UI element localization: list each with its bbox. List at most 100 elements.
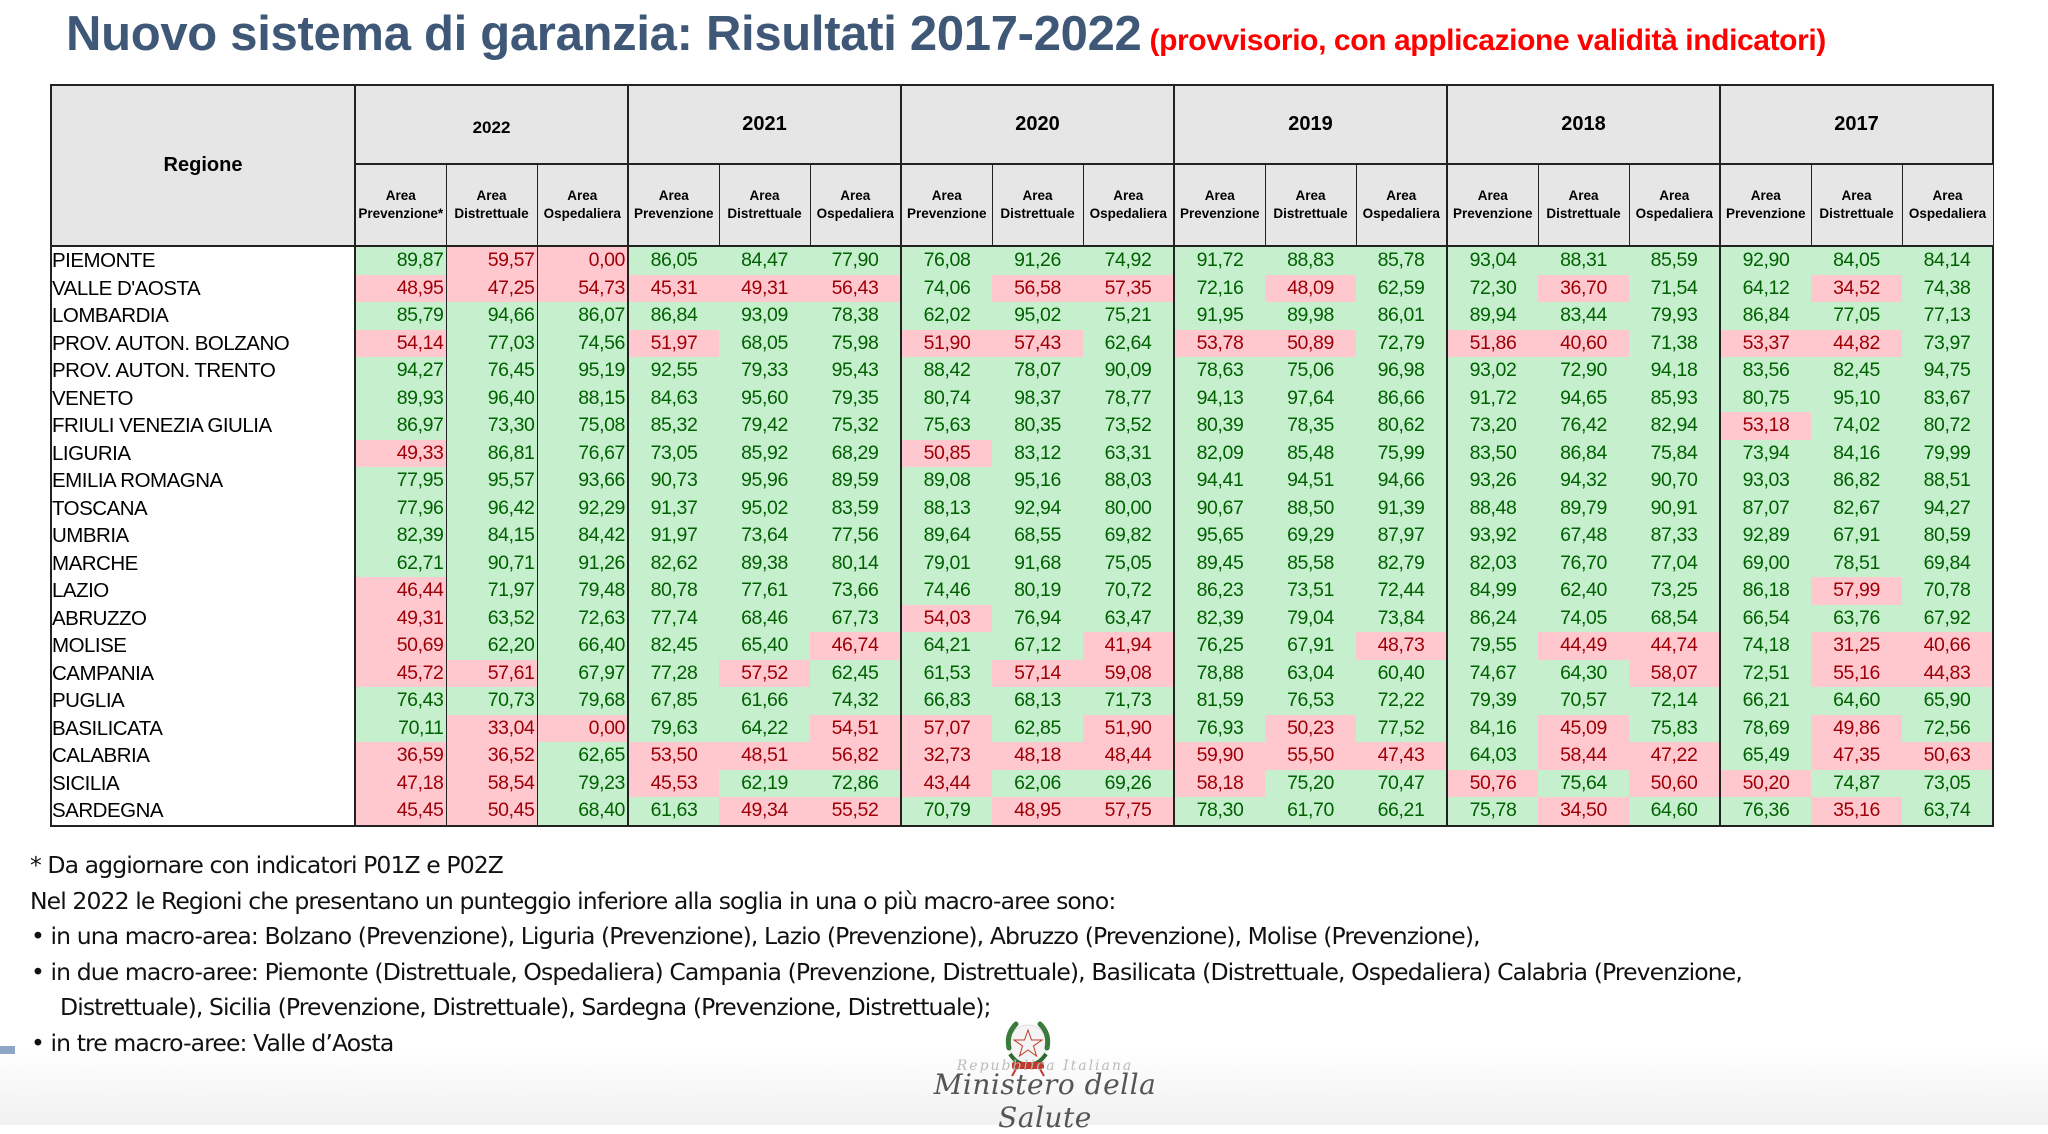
score-cell-below-threshold: 48,18 [992,742,1083,770]
score-cell: 88,48 [1446,494,1538,522]
score-cell: 86,81 [446,439,538,467]
score-cell: 86,05 [627,246,719,275]
score-cell: 75,78 [1446,797,1538,827]
score-cell: 76,36 [1719,797,1811,827]
score-cell-below-threshold: 0,00 [537,714,629,742]
score-cell: 94,32 [1538,467,1629,495]
score-cell: 86,84 [1538,439,1629,467]
score-cell-below-threshold: 56,82 [810,742,901,770]
score-cell-below-threshold: 49,31 [354,604,447,632]
score-cell-below-threshold: 48,51 [719,742,810,770]
score-cell: 86,07 [537,302,629,330]
score-cell: 78,88 [1173,659,1265,687]
score-cell: 93,92 [1446,522,1538,550]
score-cell: 80,14 [810,549,901,577]
score-cell-below-threshold: 50,45 [446,797,538,827]
score-cell-below-threshold: 47,18 [354,769,447,797]
bullet-glyph: • [31,922,45,950]
score-cell: 92,90 [1719,246,1811,275]
score-cell-below-threshold: 48,44 [1083,742,1174,770]
score-cell: 61,53 [900,659,992,687]
region-name: LAZIO [50,577,356,605]
score-cell-below-threshold: 48,09 [1265,274,1356,302]
table-row: VALLE D'AOSTA 48,95 47,25 54,73 45,31 49,31 56… [50,274,1994,302]
score-cell: 94,18 [1629,357,1720,385]
score-cell: 80,00 [1083,494,1174,522]
slide-title: Nuovo sistema di garanzia: Risultati 201… [66,6,1826,62]
area-header-2020-0: Area Prevenzione [900,163,993,247]
header-row-areas: Area Prevenzione* Area Distrettuale Area Ospe… [51,163,1994,247]
score-cell: 95,60 [719,384,810,412]
score-cell: 75,99 [1356,439,1447,467]
score-cell: 74,38 [1902,274,1994,302]
score-cell: 74,02 [1811,412,1902,440]
score-cell: 80,78 [627,577,719,605]
table-row: SICILIA 47,18 58,54 79,23 45,53 62,19 72,86 43,… [50,769,1994,797]
score-cell: 69,84 [1902,549,1994,577]
score-cell-below-threshold: 51,97 [627,329,719,357]
score-cell: 76,93 [1173,714,1265,742]
table-row: UMBRIA 82,39 84,15 84,42 91,97 73,64 77,56 89,6… [50,522,1994,550]
score-cell: 79,42 [719,412,810,440]
score-cell: 82,39 [1173,604,1265,632]
score-cell: 79,39 [1446,687,1538,715]
score-cell: 78,35 [1265,412,1356,440]
score-cell: 64,21 [900,632,992,660]
score-cell: 72,90 [1538,357,1629,385]
score-cell: 74,92 [1083,246,1174,275]
score-cell: 80,39 [1173,412,1265,440]
score-cell-below-threshold: 36,70 [1538,274,1629,302]
score-cell-below-threshold: 57,61 [446,659,538,687]
score-cell-below-threshold: 32,73 [900,742,992,770]
score-cell: 66,83 [900,687,992,715]
score-cell-below-threshold: 57,52 [719,659,810,687]
year-header-2019: 2019 [1173,84,1448,165]
bullet-two-areas-continuation: Distrettuale), Sicilia (Prevenzione, Dis… [60,993,991,1021]
score-cell: 77,28 [627,659,719,687]
bullet-one-area: • in una macro-area: Bolzano (Prevenzion… [30,919,2020,955]
score-cell-below-threshold: 53,18 [1719,412,1811,440]
score-cell-below-threshold: 49,33 [354,439,447,467]
score-cell: 67,48 [1538,522,1629,550]
score-cell: 79,35 [810,384,901,412]
score-cell: 95,16 [992,467,1083,495]
score-cell: 62,40 [1538,577,1629,605]
score-cell: 74,05 [1538,604,1629,632]
score-cell-below-threshold: 47,43 [1356,742,1447,770]
score-cell: 88,31 [1538,246,1629,275]
score-cell: 86,23 [1173,577,1265,605]
score-cell: 85,93 [1629,384,1720,412]
score-cell: 94,66 [446,302,538,330]
table-row: LOMBARDIA 85,79 94,66 86,07 86,84 93,09 78,38 6… [50,302,1994,330]
score-cell: 82,94 [1629,412,1720,440]
score-cell: 61,70 [1265,797,1356,827]
score-cell: 68,05 [719,329,810,357]
score-cell: 75,32 [810,412,901,440]
score-cell: 77,13 [1902,302,1994,330]
score-cell: 72,14 [1629,687,1720,715]
score-cell: 63,76 [1811,604,1902,632]
region-name: ABRUZZO [50,604,356,632]
score-cell: 67,73 [810,604,901,632]
score-cell: 75,98 [810,329,901,357]
score-cell: 80,75 [1719,384,1811,412]
score-cell: 91,26 [992,246,1083,275]
score-cell: 89,93 [354,384,447,412]
score-cell: 80,72 [1902,412,1994,440]
score-cell: 91,72 [1446,384,1538,412]
score-cell: 86,66 [1356,384,1447,412]
header-row-years: Regione 2022 2021 2020 2019 2018 2017 [50,84,1994,247]
score-cell: 85,92 [719,439,810,467]
score-cell: 87,07 [1719,494,1811,522]
table-row: LIGURIA 49,33 86,81 76,67 73,05 85,92 68,29 50,… [50,439,1994,467]
score-cell: 78,63 [1173,357,1265,385]
bullet-glyph: • [31,1028,45,1057]
score-cell: 90,67 [1173,494,1265,522]
score-cell: 94,41 [1173,467,1265,495]
italian-republic-emblem-icon [1005,1021,1051,1077]
score-cell-below-threshold: 50,23 [1265,714,1356,742]
score-cell-below-threshold: 44,82 [1811,329,1902,357]
score-cell: 70,73 [446,687,538,715]
score-cell: 73,25 [1629,577,1720,605]
score-cell: 72,30 [1446,274,1538,302]
